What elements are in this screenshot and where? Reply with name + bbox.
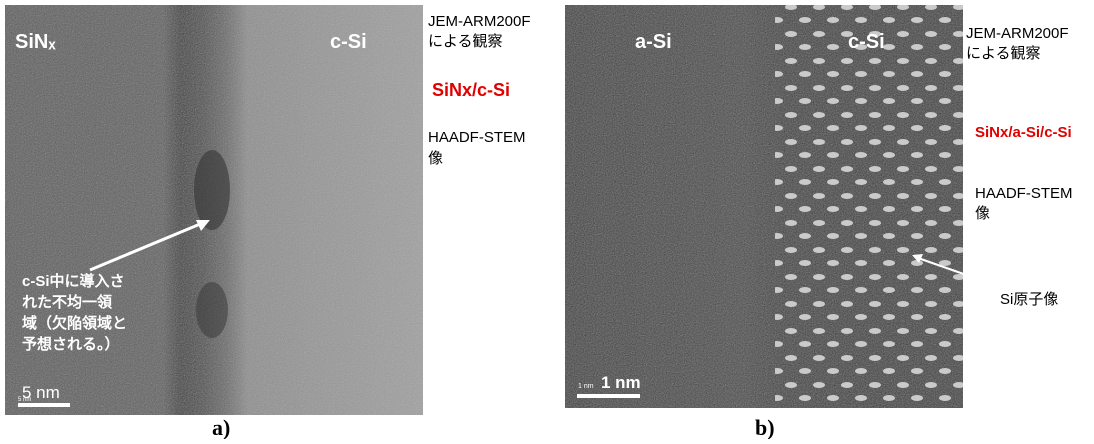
- note: による観察: [428, 32, 503, 50]
- annotation: 域（欠陥領域と: [22, 314, 127, 332]
- annotation: れた不均一領: [22, 293, 113, 311]
- note: JEM-ARM200F: [428, 13, 531, 30]
- method: HAADF-STEM: [975, 185, 1073, 202]
- caption: a): [212, 415, 230, 439]
- panel-a: SiNₓ c-Si c-Si中に導入さ れた不均一領 域（欠陥領域と 予想される…: [5, 5, 531, 439]
- defect-region: [194, 150, 230, 230]
- panel-b: a-Si c-Si Si原子像 1 nm 1 nm JEM-ARM200F によ…: [565, 5, 1073, 439]
- caption: b): [755, 415, 775, 439]
- method: 像: [428, 150, 443, 167]
- annotation: 予想される。）: [22, 335, 120, 353]
- scale-label: 1 nm: [601, 373, 641, 392]
- note: による観察: [966, 44, 1041, 62]
- sample: SiNx/a-Si/c-Si: [975, 124, 1072, 141]
- region-label: c-Si: [330, 31, 367, 53]
- scale-bar: [18, 403, 70, 407]
- sample: SiNx/c-Si: [432, 80, 510, 100]
- region-label: c-Si: [848, 31, 885, 53]
- scale-label-small: 1 nm: [578, 383, 594, 390]
- scale-bar: [577, 394, 640, 398]
- region-label: SiNₓ: [15, 31, 56, 53]
- method: HAADF-STEM: [428, 129, 526, 146]
- defect-region: [196, 282, 228, 338]
- scale-label-small: 5 nm: [18, 397, 31, 403]
- annotation: c-Si中に導入さ: [22, 272, 125, 290]
- note: JEM-ARM200F: [966, 25, 1069, 42]
- method: 像: [975, 205, 990, 222]
- atom-lattice: [775, 5, 963, 408]
- region-label: a-Si: [635, 31, 672, 53]
- annotation: Si原子像: [1000, 291, 1058, 308]
- figure: SiNₓ c-Si c-Si中に導入さ れた不均一領 域（欠陥領域と 予想される…: [0, 0, 1094, 439]
